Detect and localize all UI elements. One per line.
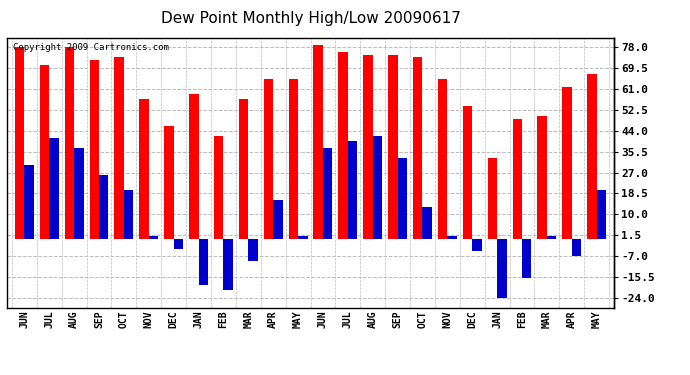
Bar <box>99 175 108 239</box>
Bar <box>397 158 407 239</box>
Bar <box>224 239 233 290</box>
Bar <box>189 94 199 239</box>
Bar <box>497 239 506 298</box>
Bar <box>373 136 382 239</box>
Bar <box>49 138 59 239</box>
Bar <box>24 165 34 239</box>
Bar <box>124 190 133 239</box>
Bar <box>273 200 283 239</box>
Bar <box>288 79 298 239</box>
Bar <box>572 239 581 256</box>
Bar <box>488 158 497 239</box>
Bar <box>174 239 183 249</box>
Bar <box>463 106 472 239</box>
Bar <box>298 236 308 239</box>
Bar <box>547 236 556 239</box>
Bar <box>562 87 572 239</box>
Bar <box>338 52 348 239</box>
Bar <box>239 99 248 239</box>
Bar <box>264 79 273 239</box>
Bar <box>139 99 149 239</box>
Text: Dew Point Monthly High/Low 20090617: Dew Point Monthly High/Low 20090617 <box>161 11 460 26</box>
Bar <box>40 64 49 239</box>
Bar <box>74 148 83 239</box>
Bar <box>538 116 547 239</box>
Bar <box>15 47 24 239</box>
Bar <box>413 57 422 239</box>
Bar <box>348 141 357 239</box>
Bar <box>388 55 397 239</box>
Bar <box>422 207 432 239</box>
Bar <box>513 118 522 239</box>
Bar <box>90 60 99 239</box>
Bar <box>65 47 74 239</box>
Bar <box>323 148 333 239</box>
Bar <box>164 126 174 239</box>
Bar <box>149 236 158 239</box>
Bar <box>472 239 482 251</box>
Bar <box>115 57 124 239</box>
Bar <box>522 239 531 278</box>
Bar <box>214 136 224 239</box>
Text: Copyright 2009 Cartronics.com: Copyright 2009 Cartronics.com <box>13 43 169 52</box>
Bar <box>363 55 373 239</box>
Bar <box>313 45 323 239</box>
Bar <box>199 239 208 285</box>
Bar <box>438 79 447 239</box>
Bar <box>248 239 258 261</box>
Bar <box>587 74 597 239</box>
Bar <box>447 236 457 239</box>
Bar <box>597 190 606 239</box>
